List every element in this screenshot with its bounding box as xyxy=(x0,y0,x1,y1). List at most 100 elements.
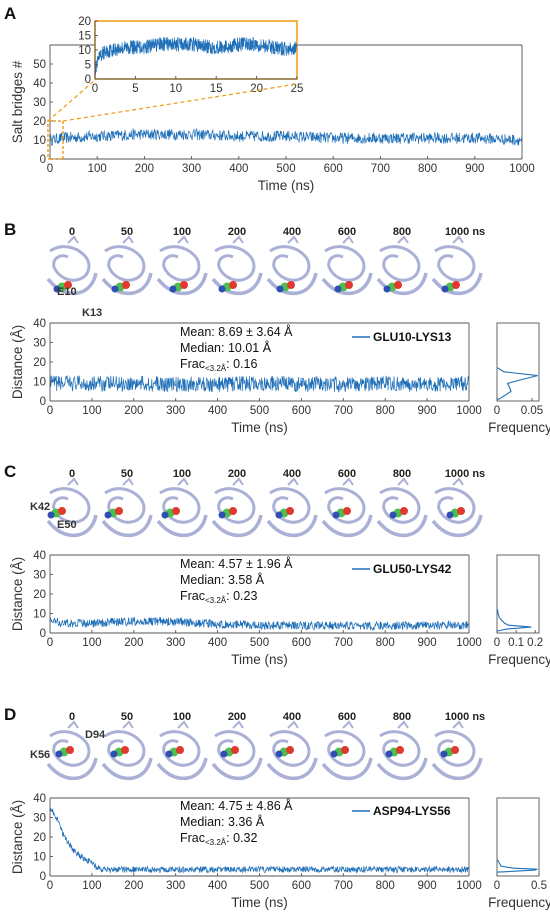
protein-snapshot xyxy=(46,477,98,538)
residue-sphere-red xyxy=(451,746,459,754)
snapshot-time-label: 400 xyxy=(283,711,301,723)
x-tick-label: 25 xyxy=(291,83,304,95)
protein-snapshot xyxy=(431,720,483,781)
protein-snapshot xyxy=(156,720,208,781)
snapshot-time-label: 200 xyxy=(228,468,246,480)
inset-connector xyxy=(47,79,298,160)
protein-snapshot xyxy=(321,720,373,781)
stat-frac: Frac<3.2Å: 0.23 xyxy=(180,589,257,605)
x-tick-label: 0.1 xyxy=(508,637,524,649)
residue-sphere-blue xyxy=(53,285,61,293)
residue-sphere-red xyxy=(394,281,402,289)
residue-sphere-blue xyxy=(165,750,173,758)
x-tick-label: 100 xyxy=(82,405,101,417)
x-axis-label: Time (ns) xyxy=(231,652,288,667)
snapshot-time-label: 600 xyxy=(338,468,356,480)
residue-sphere-blue xyxy=(161,511,169,519)
residue-sphere-blue xyxy=(55,750,63,758)
protein-ribbon xyxy=(269,487,311,524)
residue-sphere-blue xyxy=(332,511,340,519)
protein-ribbon xyxy=(269,245,311,282)
residue-sphere-red xyxy=(122,281,130,289)
protein-loop xyxy=(177,477,189,486)
x-tick-label: 900 xyxy=(418,880,437,892)
y-tick-label: 10 xyxy=(78,45,91,57)
x-tick-label: 600 xyxy=(324,163,343,175)
protein-helix xyxy=(321,757,373,781)
x-tick-label: 500 xyxy=(250,405,269,417)
protein-loop xyxy=(287,235,299,244)
y-tick-label: 30 xyxy=(33,570,46,582)
protein-helix xyxy=(211,514,263,538)
y-tick-label: 40 xyxy=(33,78,46,90)
protein-ribbon xyxy=(434,487,476,524)
legend-d: ASP94-LYS56 xyxy=(352,804,451,818)
protein-snapshot xyxy=(211,720,263,781)
legend-b: GLU10-LYS13 xyxy=(352,330,452,344)
snapshot-time-label: 0 xyxy=(69,711,75,723)
residue-sphere-red xyxy=(229,281,237,289)
residue-sphere-red xyxy=(58,507,66,515)
residue-sphere-blue xyxy=(111,285,119,293)
x-tick-label: 900 xyxy=(465,163,484,175)
x-tick-label: 600 xyxy=(292,880,311,892)
x-tick-label: 400 xyxy=(208,405,227,417)
y-tick-label: 0 xyxy=(40,628,46,640)
protein-loop xyxy=(397,477,409,486)
x-tick-label: 100 xyxy=(88,163,107,175)
protein-helix xyxy=(431,757,483,781)
protein-helix xyxy=(156,514,208,538)
snapshot-time-label: 200 xyxy=(228,711,246,723)
residue-sphere-blue xyxy=(218,285,226,293)
residue-sphere-red xyxy=(396,746,404,754)
x-tick-label: 20 xyxy=(250,83,263,95)
y-axis-label: Distance (Å) xyxy=(10,800,25,874)
stats-box-c: Mean: 4.57 ± 1.96 Å Median: 3.58 Å Frac<… xyxy=(180,556,293,605)
protein-loop xyxy=(342,477,354,486)
protein-loop xyxy=(397,720,409,729)
data-series-line xyxy=(49,374,470,393)
protein-snapshot xyxy=(266,477,318,538)
residue-sphere-blue xyxy=(220,750,228,758)
y-tick-label: 30 xyxy=(33,338,46,350)
snapshot-time-label: 400 xyxy=(283,468,301,480)
y-tick-label: 0 xyxy=(40,154,46,166)
snapshot-time-label: 1000 ns xyxy=(445,711,485,723)
legend-label: ASP94-LYS56 xyxy=(373,804,451,818)
x-tick-label: 15 xyxy=(210,83,223,95)
protein-helix xyxy=(211,757,263,781)
y-tick-label: 5 xyxy=(85,60,91,72)
protein-snapshot xyxy=(321,477,373,538)
chart-b-histogram: 0 0.05 Frequency xyxy=(488,322,550,435)
y-axis-label: Distance (Å) xyxy=(10,557,25,631)
y-tick-label: 30 xyxy=(33,97,46,109)
x-tick-label: 300 xyxy=(166,880,185,892)
protein-ribbon xyxy=(159,245,201,282)
residue-label-e10: E10 xyxy=(57,286,77,298)
protein-loop xyxy=(122,720,134,729)
x-tick-label: 400 xyxy=(208,880,227,892)
protein-snapshot xyxy=(211,235,263,296)
residue-sphere-red xyxy=(115,507,123,515)
stat-median: Median: 3.36 Å xyxy=(180,814,265,829)
x-tick-label: 100 xyxy=(82,880,101,892)
y-tick-label: 20 xyxy=(33,116,46,128)
snapshot-time-label: 50 xyxy=(121,468,133,480)
residue-sphere-red xyxy=(345,281,353,289)
residue-sphere-blue xyxy=(385,750,393,758)
snapshot-row-c: 0 50 100 200 400 600 800 1000 ns xyxy=(46,468,485,538)
protein-ribbon xyxy=(324,245,366,282)
protein-snapshot xyxy=(46,235,98,296)
protein-ribbon xyxy=(214,730,256,767)
hist-frame xyxy=(496,797,540,877)
y-tick-label: 15 xyxy=(78,31,91,43)
hist-curve xyxy=(497,859,538,873)
residue-sphere-red xyxy=(400,507,408,515)
x-tick-label: 700 xyxy=(334,405,353,417)
y-tick-label: 40 xyxy=(33,550,46,562)
residue-sphere-red xyxy=(64,281,72,289)
residue-label-e50: E50 xyxy=(57,519,77,531)
x-tick-label: 100 xyxy=(82,637,101,649)
residue-sphere-blue xyxy=(275,511,283,519)
